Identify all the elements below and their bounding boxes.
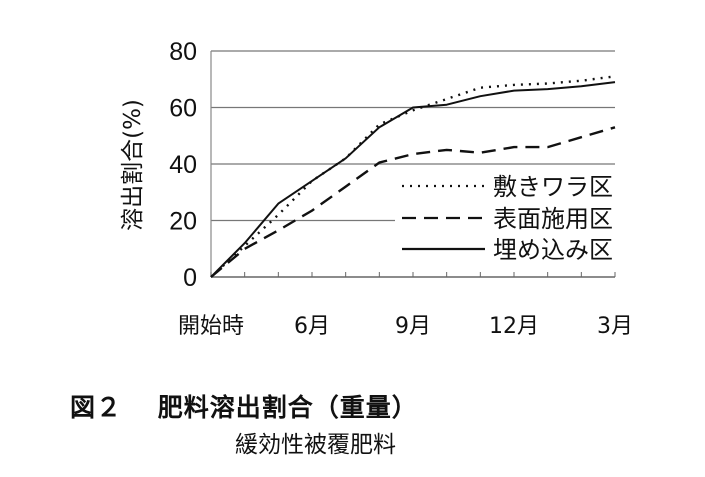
series-line-2 <box>210 126 616 278</box>
x-tick-label: 6月 <box>294 314 330 339</box>
figure-subtitle: 緩効性被覆肥料 <box>235 432 396 458</box>
x-tick-label: 9月 <box>395 314 431 339</box>
x-tick-label: 3月 <box>597 314 633 339</box>
series-line-1 <box>210 75 616 278</box>
legend-label: 埋め込み区 <box>493 236 613 264</box>
y-axis-title: 溶出割合(%) <box>120 99 146 231</box>
y-tick-label: 60 <box>169 95 197 123</box>
series-line-3 <box>210 81 616 278</box>
y-tick-label: 0 <box>183 264 197 292</box>
legend-label: 表面施用区 <box>493 205 613 233</box>
y-tick-label: 40 <box>169 151 197 179</box>
y-tick-label: 20 <box>169 208 197 236</box>
figure-caption: 図２ 肥料溶出割合（重量） <box>70 393 418 422</box>
x-tick-label: 開始時 <box>178 314 244 339</box>
legend-label: 敷きワラ区 <box>493 173 613 201</box>
y-tick-label: 80 <box>169 38 197 66</box>
x-tick-label: 12月 <box>489 314 539 339</box>
